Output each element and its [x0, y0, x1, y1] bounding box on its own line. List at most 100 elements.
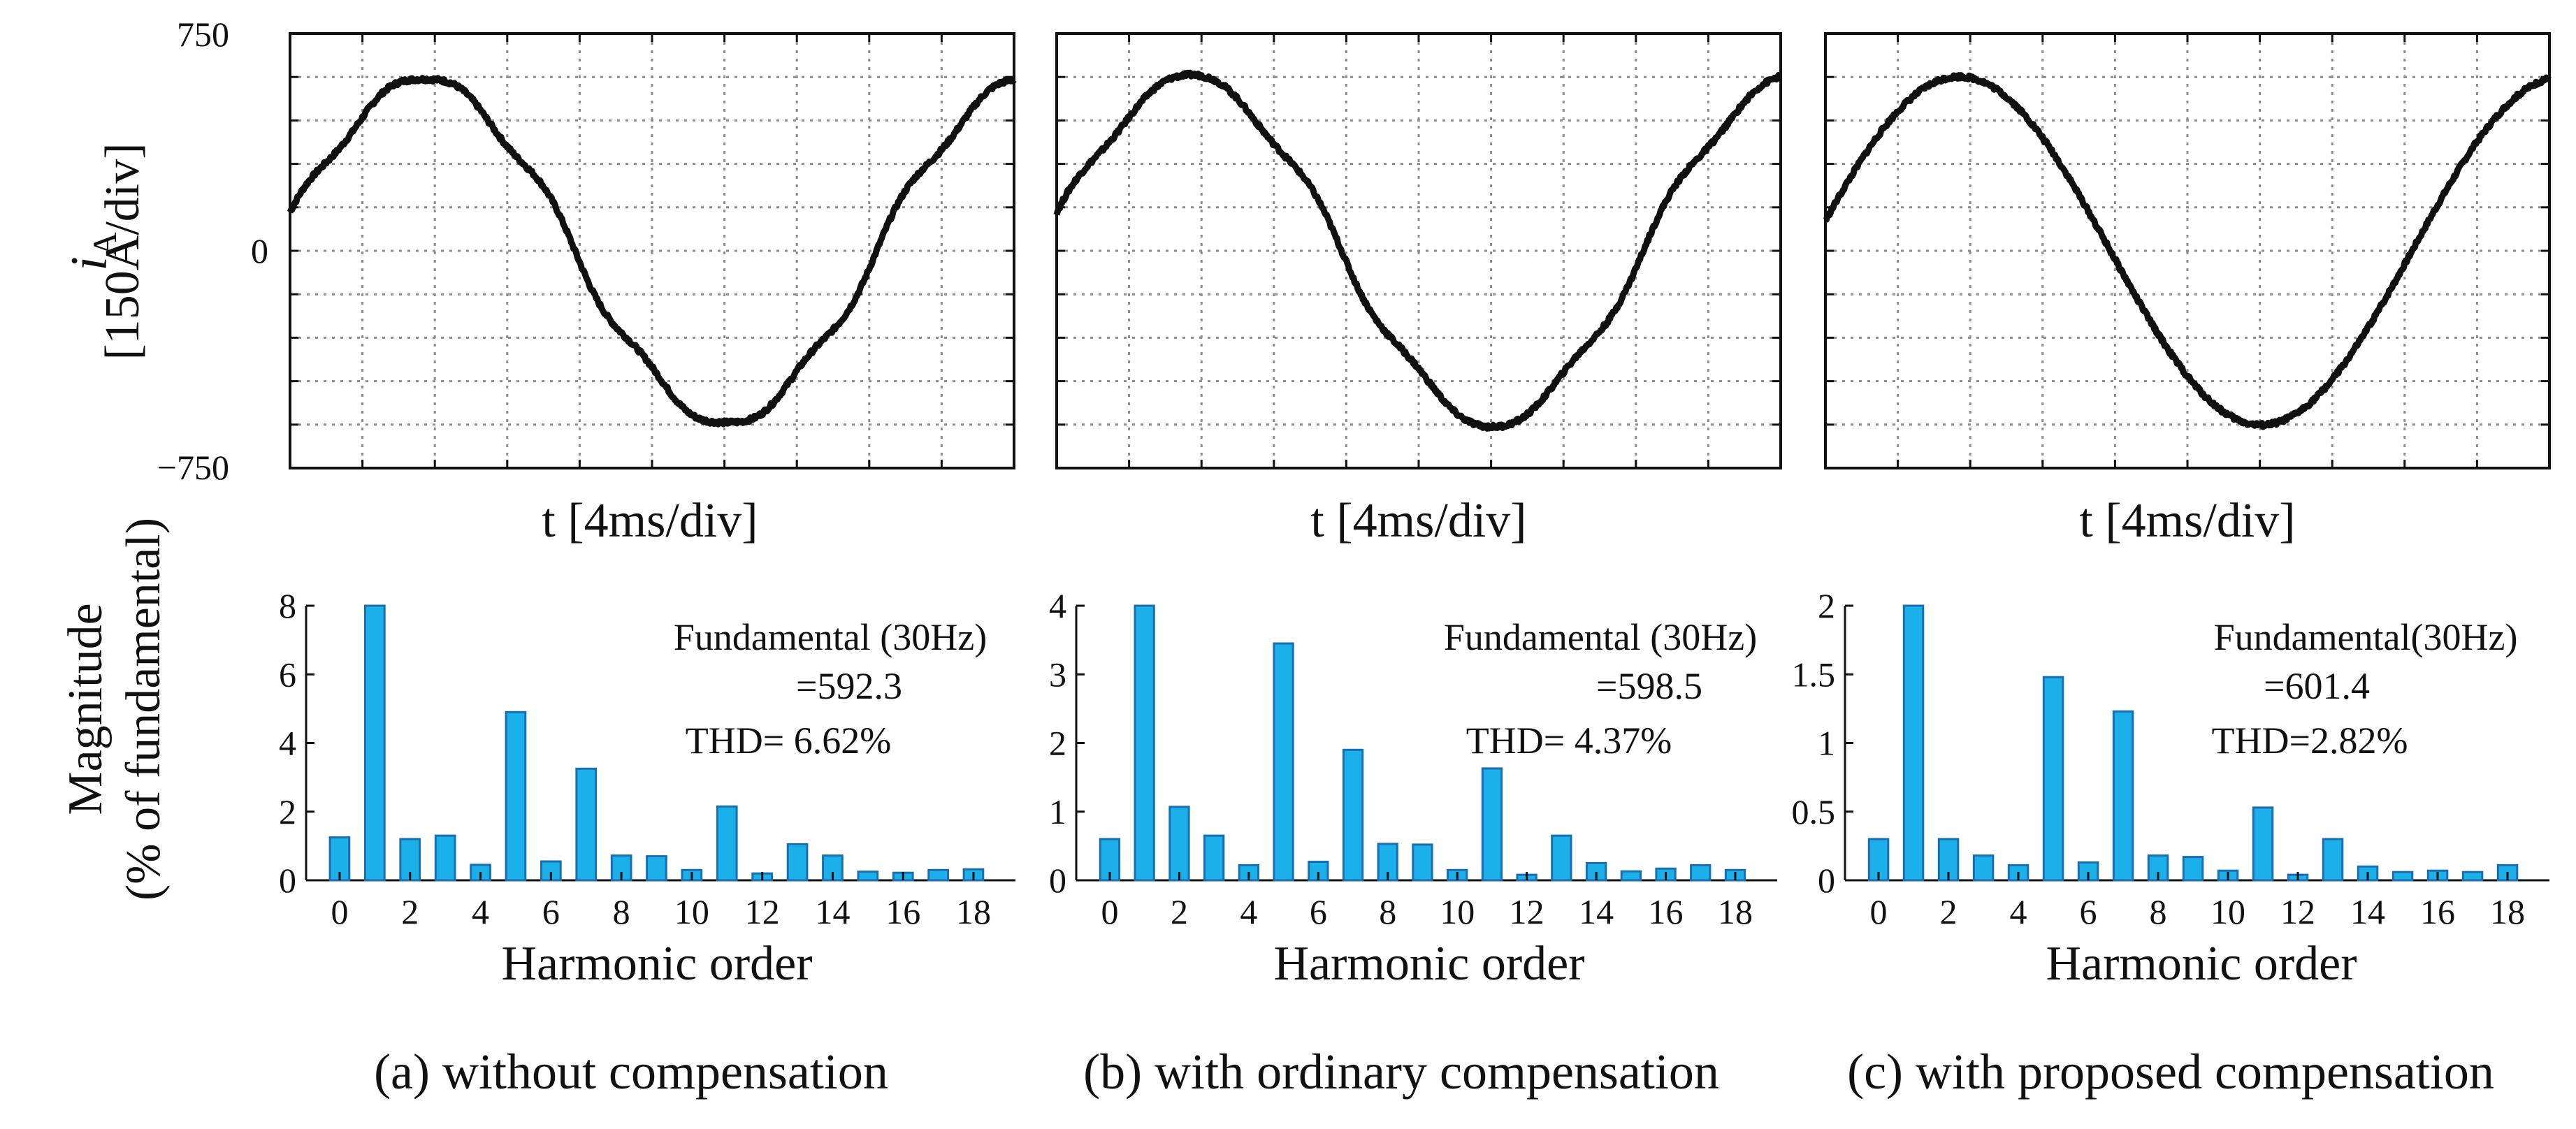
x-tick-label: 8: [2150, 892, 2167, 931]
x-tick-label: 0: [331, 892, 349, 931]
top-y-label: iA [150A/div]: [61, 143, 150, 360]
harmonic-bar: [1972, 854, 1995, 882]
harmonic-bar: [2392, 871, 2414, 882]
x-tick-label: 18: [1718, 892, 1753, 931]
svg-text:iA: iA: [61, 232, 124, 271]
harmonic-bar: [1481, 767, 1503, 882]
y-tick-label: 0: [1818, 861, 1835, 900]
harmonic-bar: [1134, 604, 1155, 882]
x-tick-label: 10: [674, 892, 709, 931]
harmonic-bar: [927, 868, 950, 882]
x-tick-label: 16: [2420, 892, 2455, 931]
y-tick-label: 6: [279, 655, 296, 694]
harmonic-bar: [1620, 870, 1642, 882]
plot-frame: [289, 32, 1015, 469]
y-tick-zero: 0: [251, 231, 268, 270]
x-tick-label: 4: [472, 892, 489, 931]
harmonic-bar: [2182, 856, 2204, 882]
y-tick-label: 0: [1049, 861, 1066, 900]
current-waveform-line: [1053, 69, 1783, 432]
current-waveform-line: [1823, 72, 2552, 430]
y-label-symbol: i: [61, 256, 118, 271]
x-tick-label: 2: [1171, 892, 1188, 931]
x-tick-label: 0: [1101, 892, 1119, 931]
harmonic-bar: [1551, 834, 1572, 882]
waveform-panel-c: t [4ms/div]: [1823, 32, 2552, 548]
harmonic-bar: [2042, 676, 2064, 882]
y-tick-bottom: −750: [157, 448, 229, 487]
harmonic-bar: [1902, 604, 1925, 882]
annotation-fundamental: Fundamental (30Hz): [674, 616, 987, 658]
y-tick-label: 2: [279, 792, 296, 831]
y-tick-label: 2: [1818, 586, 1835, 625]
y-tick-label: 2: [1049, 724, 1066, 763]
annotation-thd: THD= 4.37%: [1466, 720, 1672, 762]
harmonic-bar: [1273, 642, 1294, 882]
annotation-fundamental-value: =598.5: [1596, 665, 1702, 707]
current-waveform-line: [287, 75, 1017, 428]
y-tick-label: 4: [279, 724, 296, 763]
x-tick-label: 0: [1870, 892, 1888, 931]
annotation-thd: THD= 6.62%: [686, 720, 891, 762]
harmonic-bar: [364, 604, 386, 882]
x-tick-label: 4: [2010, 892, 2027, 931]
x-axis-label: Harmonic order: [2046, 937, 2357, 991]
harmonic-bar: [786, 843, 809, 882]
y-label-scale: [150A/div]: [96, 143, 150, 360]
x-tick-label: 10: [1440, 892, 1475, 931]
x-axis-label: Harmonic order: [1273, 937, 1584, 991]
y-tick-label: 8: [279, 586, 296, 625]
x-tick-label: 12: [745, 892, 780, 931]
harmonic-bar: [505, 711, 527, 882]
x-tick-label: 2: [401, 892, 419, 931]
x-tick-label: 14: [815, 892, 850, 931]
x-axis-label: Harmonic order: [501, 937, 812, 991]
annotation-fundamental-value: =601.4: [2264, 665, 2370, 707]
x-axis-label: t [4ms/div]: [542, 494, 758, 548]
x-tick-label: 8: [613, 892, 630, 931]
plot-frame: [1055, 32, 1782, 469]
x-tick-label: 14: [2350, 892, 2385, 931]
harmonic-bar: [434, 834, 456, 882]
harmonic-bar: [857, 871, 879, 882]
y-label-percent: (% of fundamental): [117, 518, 171, 901]
y-tick-label: 1: [1049, 792, 1066, 831]
y-tick-label: 0.5: [1792, 792, 1836, 831]
harmonic-bar: [2322, 838, 2344, 882]
harmonic-bar: [2461, 871, 2484, 882]
x-axis-label: t [4ms/div]: [1310, 494, 1526, 548]
x-tick-label: 18: [956, 892, 991, 931]
x-tick-label: 10: [2210, 892, 2245, 931]
annotation-thd: THD=2.82%: [2212, 720, 2408, 762]
caption: (b) with ordinary compensation: [1083, 1044, 1719, 1100]
y-tick-label: 0: [279, 861, 296, 900]
harmonic-bar: [1168, 806, 1190, 882]
x-tick-label: 16: [885, 892, 920, 931]
x-tick-label: 14: [1579, 892, 1614, 931]
y-tick-label: 1: [1818, 724, 1835, 763]
harmonic-bar: [646, 855, 667, 882]
plot-frame: [1824, 32, 2551, 469]
annotation-fundamental-value: =592.3: [796, 665, 902, 707]
x-tick-label: 6: [1310, 892, 1327, 931]
y-tick-label: 4: [1049, 586, 1066, 625]
harmonic-bar: [2252, 806, 2274, 882]
y-tick-top: 750: [177, 15, 229, 54]
y-label-subscript: A: [87, 232, 124, 256]
caption: (a) without compensation: [374, 1044, 888, 1100]
harmonic-bar: [575, 767, 598, 882]
x-tick-label: 16: [1649, 892, 1684, 931]
x-tick-label: 4: [1240, 892, 1257, 931]
waveform-panel-b: t [4ms/div]: [1053, 32, 1783, 548]
harmonic-panel-c: Fundamental(30Hz) =601.4 THD=2.82% Harmo…: [1792, 586, 2549, 1100]
bottom-y-label: Magnitude (% of fundamental): [59, 518, 171, 901]
harmonic-bar: [1203, 834, 1225, 882]
harmonic-bar: [1412, 843, 1433, 882]
x-tick-label: 12: [2280, 892, 2315, 931]
harmonic-bar: [1690, 864, 1712, 882]
harmonic-bar: [2112, 710, 2134, 882]
x-tick-label: 18: [2490, 892, 2525, 931]
y-tick-label: 1.5: [1792, 655, 1836, 694]
waveform-panel-a: 750 0 −750 t [4ms/div]: [157, 15, 1017, 548]
